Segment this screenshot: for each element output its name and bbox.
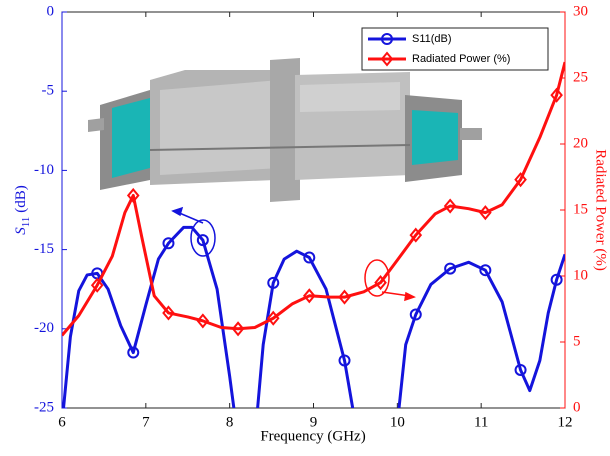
x-tick-label: 10	[390, 414, 405, 430]
chart: Frequency (GHz) S11(dB) Radiated Power (…	[0, 0, 610, 451]
x-tick-label: 8	[226, 414, 234, 430]
y2-tick-label: 10	[573, 267, 588, 283]
y2-tick-label: 15	[573, 201, 588, 217]
x-axis-label: Frequency (GHz)	[260, 428, 365, 444]
y-axis-label: S11(dB)	[13, 185, 31, 235]
y2-tick-label: 0	[573, 399, 581, 415]
y2-tick-label: 25	[573, 69, 588, 85]
y-tick-label: 0	[47, 3, 55, 19]
legend-label: S11(dB)	[412, 33, 452, 45]
y-tick-label: -25	[34, 399, 54, 415]
x-tick-label: 9	[310, 414, 318, 430]
x-tick-label: 7	[142, 414, 150, 430]
y-tick-label: -10	[34, 162, 54, 178]
y2-tick-label: 5	[573, 333, 581, 349]
x-tick-label: 12	[558, 414, 573, 430]
y-tick-label: -5	[42, 83, 55, 99]
legend-label: Radiated Power (%)	[412, 53, 510, 65]
x-tick-label: 6	[58, 414, 66, 430]
y2-tick-label: 30	[573, 3, 588, 19]
y2-tick-label: 20	[573, 135, 588, 151]
y-label-unit: (dB)	[13, 185, 29, 213]
y-tick-label: -20	[34, 320, 54, 336]
y2-axis-label: Radiated Power (%)	[593, 149, 609, 271]
x-tick-label: 11	[474, 414, 488, 430]
y-tick-label: -15	[34, 241, 54, 257]
y-label-sub: 11	[20, 217, 32, 228]
